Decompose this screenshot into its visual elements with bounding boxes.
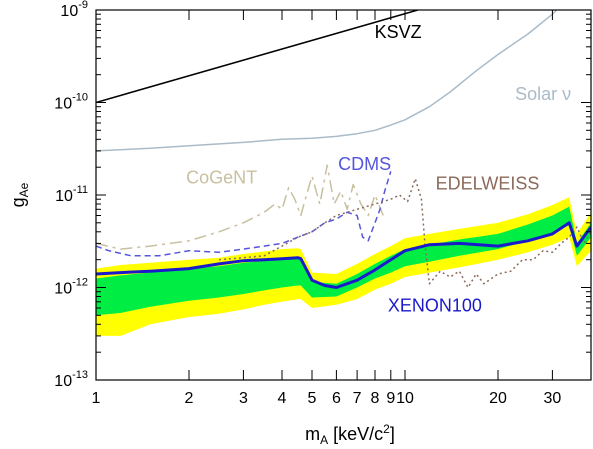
plot-background xyxy=(96,10,591,380)
x-tick-label: 1 xyxy=(92,390,101,407)
series-ksvz-line xyxy=(96,10,419,104)
curve-labels: KSVZ Solar ν CoGeNT CDMS EDELWEISS XENON100 xyxy=(186,22,571,315)
x-tick-label: 5 xyxy=(308,390,317,407)
x-tick-label: 7 xyxy=(353,390,362,407)
y-tick-label: 10-11 xyxy=(55,184,88,205)
y-axis-title: gAe xyxy=(8,182,31,207)
curves-layer xyxy=(96,10,591,289)
y-tick-label: 10-10 xyxy=(54,92,88,113)
band-1-sigma xyxy=(96,206,591,316)
x-tick-label: 2 xyxy=(185,390,194,407)
x-tick-label: 20 xyxy=(489,390,507,407)
x-tick-label: 4 xyxy=(278,390,287,407)
y-tick-label: 10-13 xyxy=(54,369,88,390)
series-cogent-label: CoGeNT xyxy=(186,167,257,187)
x-tick-label: 10 xyxy=(396,390,414,407)
x-tick-label: 3 xyxy=(239,390,248,407)
axis-ticks xyxy=(95,9,592,381)
series-edelweiss-label: EDELWEISS xyxy=(436,173,540,193)
x-tick-label: 9 xyxy=(386,390,395,407)
x-tick-label: 6 xyxy=(332,390,341,407)
band-2-sigma xyxy=(96,197,591,336)
series-edelweiss-line xyxy=(218,177,591,289)
series-cogent-line xyxy=(96,164,384,250)
series-solar-line xyxy=(96,10,558,152)
x-tick-label: 30 xyxy=(544,390,562,407)
series-cdms-label: CDMS xyxy=(338,154,391,174)
x-axis-title: mA [keV/c2] xyxy=(305,422,395,447)
x-tick-label: 8 xyxy=(371,390,380,407)
y-tick-label: 10-9 xyxy=(60,0,88,20)
tick-labels: 1 2 3 4 5 6 7 8 9 10 20 30 10-13 10-12 10-11 10-10 10-9 xyxy=(54,0,561,407)
y-tick-label: 10-12 xyxy=(54,277,88,298)
series-xenon100-label: XENON100 xyxy=(388,295,482,315)
series-xenon100-line xyxy=(96,221,591,289)
series-cdms-line xyxy=(96,171,392,257)
series-solar-label: Solar ν xyxy=(515,84,571,104)
series-ksvz-label: KSVZ xyxy=(375,22,422,42)
bands-layer xyxy=(96,197,591,336)
